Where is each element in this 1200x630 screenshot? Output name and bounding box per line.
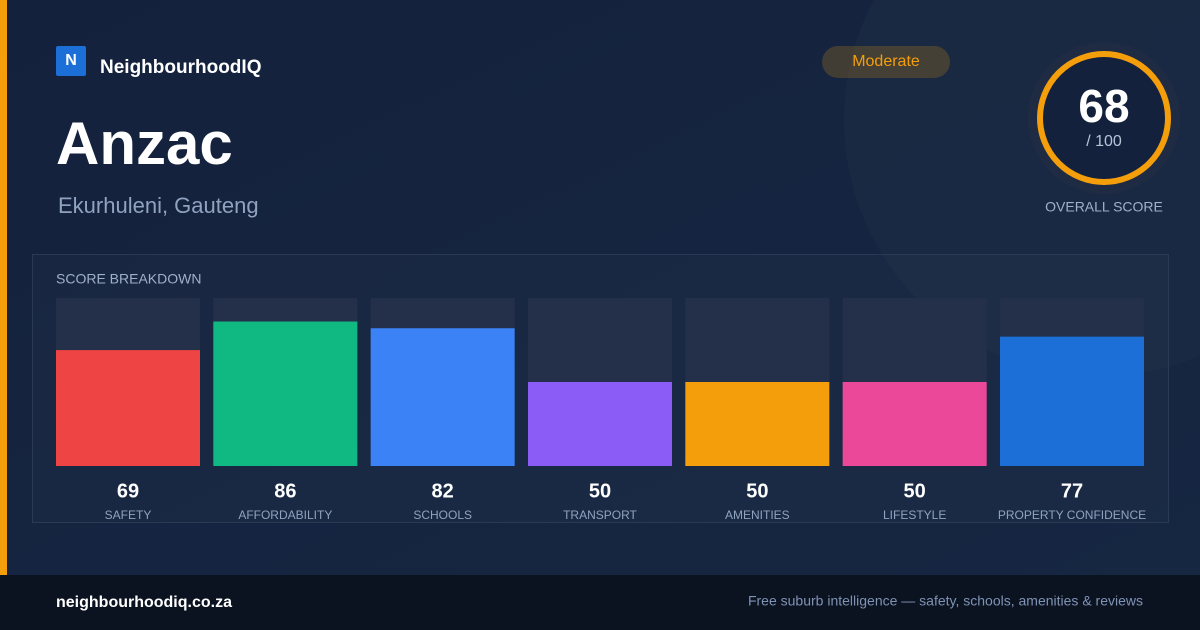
value-label: 50: [589, 480, 611, 502]
category-label: AMENITIES: [725, 508, 790, 522]
overall-label: OVERALL SCORE: [1045, 199, 1163, 215]
logo-letter: N: [65, 52, 77, 69]
bar: [528, 382, 672, 466]
category-label: LIFESTYLE: [883, 508, 946, 522]
breakdown-panel: [32, 254, 1169, 523]
category-label: SAFETY: [105, 508, 152, 522]
accent-stripe: [0, 0, 7, 575]
chart-title: SCORE BREAKDOWN: [56, 271, 201, 287]
bar: [213, 321, 358, 466]
brand-name: NeighbourhoodIQ: [100, 57, 261, 78]
category-label: PROPERTY CONFIDENCE: [998, 508, 1146, 522]
value-label: 77: [1061, 480, 1083, 502]
score-max: / 100: [1086, 133, 1122, 150]
bar: [685, 382, 830, 466]
bar: [56, 350, 200, 466]
bar: [370, 328, 515, 466]
rating-badge: [822, 46, 950, 78]
footer-url: neighbourhoodiq.co.za: [56, 594, 232, 611]
value-label: 69: [117, 480, 139, 502]
value-label: 50: [904, 480, 926, 502]
logo: [56, 46, 86, 76]
value-label: 50: [746, 480, 768, 502]
footer: [0, 575, 1200, 630]
category-label: TRANSPORT: [563, 508, 637, 522]
bar: [842, 382, 987, 466]
category-label: AFFORDABILITY: [238, 508, 332, 522]
category-label: SCHOOLS: [413, 508, 472, 522]
rating-text: Moderate: [852, 53, 920, 70]
value-label: 82: [432, 480, 454, 502]
bar: [1000, 336, 1144, 466]
location: Ekurhuleni, Gauteng: [58, 193, 259, 218]
overall-score: 68: [1078, 80, 1129, 132]
footer-tagline: Free suburb intelligence — safety, schoo…: [748, 593, 1143, 609]
score-ring: [1037, 51, 1171, 185]
value-label: 86: [274, 480, 296, 502]
suburb-title: Anzac: [56, 110, 233, 177]
